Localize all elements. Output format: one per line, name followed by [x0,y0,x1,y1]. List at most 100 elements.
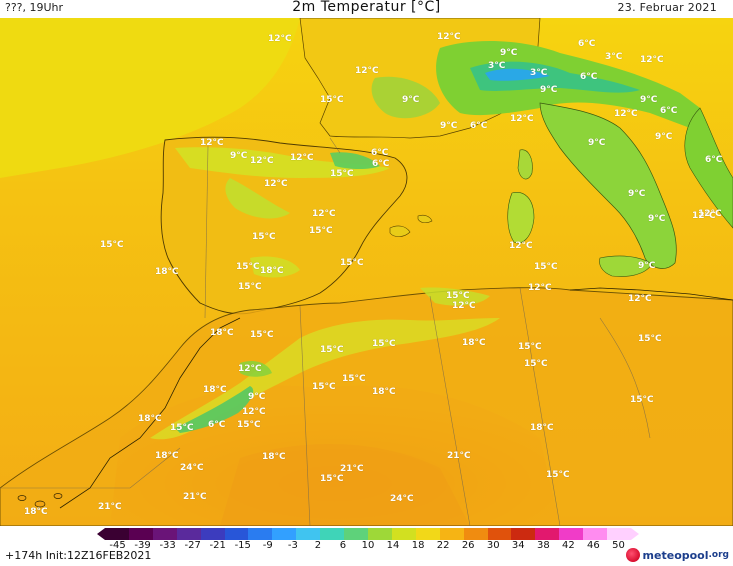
tell-atlas-cool [420,287,490,306]
temperature-label: 12°C [238,364,262,374]
temperature-label: 9°C [640,95,658,105]
colorbar-tick-label: -21 [209,540,226,551]
colorbar-segment [439,528,464,540]
colorbar-segment [559,528,584,540]
forecast-day-label: ???, 19Uhr [5,1,64,14]
coastlines [59,287,733,509]
colorbar-tick-label: -15 [234,540,251,551]
temperature-label: 24°C [390,494,414,504]
meteopool-logo-icon [625,548,640,562]
temperature-label: 12°C [250,156,274,166]
colorbar-tick-label: 34 [511,540,525,551]
temperature-label: 15°C [312,382,336,392]
temperature-label: 12°C [510,114,534,124]
temperature-label: 9°C [648,214,666,224]
temperature-label: 9°C [402,95,420,105]
temperature-label: 12°C [242,407,266,417]
pyrenees-cold [330,152,380,169]
temperature-label: 24°C [180,463,204,473]
brand-tld: .org [708,550,729,560]
temperature-label: 21°C [98,502,122,512]
temperature-label: 21°C [340,464,364,474]
temperature-label: 6°C [208,420,226,430]
forecast-date: 23. Februar 2021 [617,1,717,14]
colorbar-tick-label: -39 [134,540,151,551]
colorbar-segment [607,528,631,540]
temperature-label: 9°C [588,138,606,148]
colorbar-tick-label: -3 [287,540,298,551]
temperature-label: 15°C [238,282,262,292]
temperature-label: 3°C [605,52,623,62]
canary-islands [17,493,63,508]
atlantic-cool-band [0,18,300,178]
iberia-landmass [160,136,408,315]
temperature-label: 18°C [155,451,179,461]
temperature-label: 15°C [237,420,261,430]
temperature-label: 15°C [330,169,354,179]
colorbar-segment [391,528,416,540]
colorbar-tick-label: 30 [486,540,500,551]
map-header: ???, 19Uhr 2m Temperatur [°C] 23. Februa… [0,0,733,18]
colorbar-segment [535,528,560,540]
temperature-label: 12°C [452,301,476,311]
massif-central-cool [371,76,440,119]
high-atlas-cold [175,386,254,433]
temperature-label: 12°C [312,209,336,219]
colorbar-ticks: -45 -39 -33 -27 -21 -15 -9 -3 2 6 10 14 18 22 26 30 34 38… [105,540,631,552]
temperature-label: 12°C [698,209,722,219]
italy-peninsula [539,102,677,269]
colorbar-segment [344,528,368,540]
temperature-label: 3°C [488,61,506,71]
colorbar-tick-label: 10 [361,540,375,551]
colorbar-segment [320,528,345,540]
sicily-island [599,255,653,277]
temperature-label: 12°C [355,66,379,76]
temperature-label: 9°C [540,85,558,95]
colorbar-segment [511,528,536,540]
colorbar-tick-label: 14 [386,540,400,551]
colorbar-segment [415,528,440,540]
colorbar-tick-label: 42 [562,540,575,551]
map-canvas [0,18,733,526]
temperature-label: 12°C [509,241,533,251]
temperature-label: 6°C [705,155,723,165]
temperature-label: 6°C [470,121,488,131]
temperature-label: 12°C [268,34,292,44]
meteopool-brand[interactable]: meteopool .org [625,546,729,564]
balkan-coast [684,107,733,229]
temperature-label: 9°C [248,392,266,402]
temperature-label: 12°C [692,211,716,221]
temperature-label: 15°C [518,342,542,352]
colorbar-segment [296,528,321,540]
temperature-label: 15°C [320,95,344,105]
temperature-label: 12°C [200,138,224,148]
alps-coldest [485,68,550,81]
temperature-label: 12°C [290,153,314,163]
central-system-cool [225,178,290,219]
temperature-label: 15°C [236,262,260,272]
temperature-label: 9°C [440,121,458,131]
colorbar-tick-label: 6 [339,540,347,551]
temperature-label: 9°C [230,151,248,161]
colorbar-tick-label: 38 [536,540,550,551]
colorbar-segment [176,528,201,540]
colorbar-tick-label: 18 [411,540,425,551]
temperature-label: 15°C [170,423,194,433]
temperature-label: 15°C [546,470,570,480]
temperature-label: 15°C [100,240,124,250]
temperature-map[interactable]: 12°C 12°C 9°C 6°C 12°C 3°C 3°C 9°C 3°C 9°C 6°C 12°C… [0,18,733,526]
sierra-nevada-cool [250,256,300,278]
colorbar-tick-label: 50 [612,540,625,551]
colorbar-segment [224,528,249,540]
colorbar [105,528,631,540]
temperature-label: 18°C [210,328,234,338]
init-time: Init:12Z16FEB2021 [45,549,152,562]
temperature-label: 9°C [500,48,518,58]
colorbar-left-arrow-icon [97,528,105,540]
temperature-label: 15°C [250,330,274,340]
map-footer: -45 -39 -33 -27 -21 -15 -9 -3 2 6 10 14 18 22 26 30 34 38… [0,526,733,566]
menorca-island [417,214,433,224]
temperature-label: 18°C [530,423,554,433]
temperature-label: 12°C [640,55,664,65]
temperature-label: 15°C [340,258,364,268]
